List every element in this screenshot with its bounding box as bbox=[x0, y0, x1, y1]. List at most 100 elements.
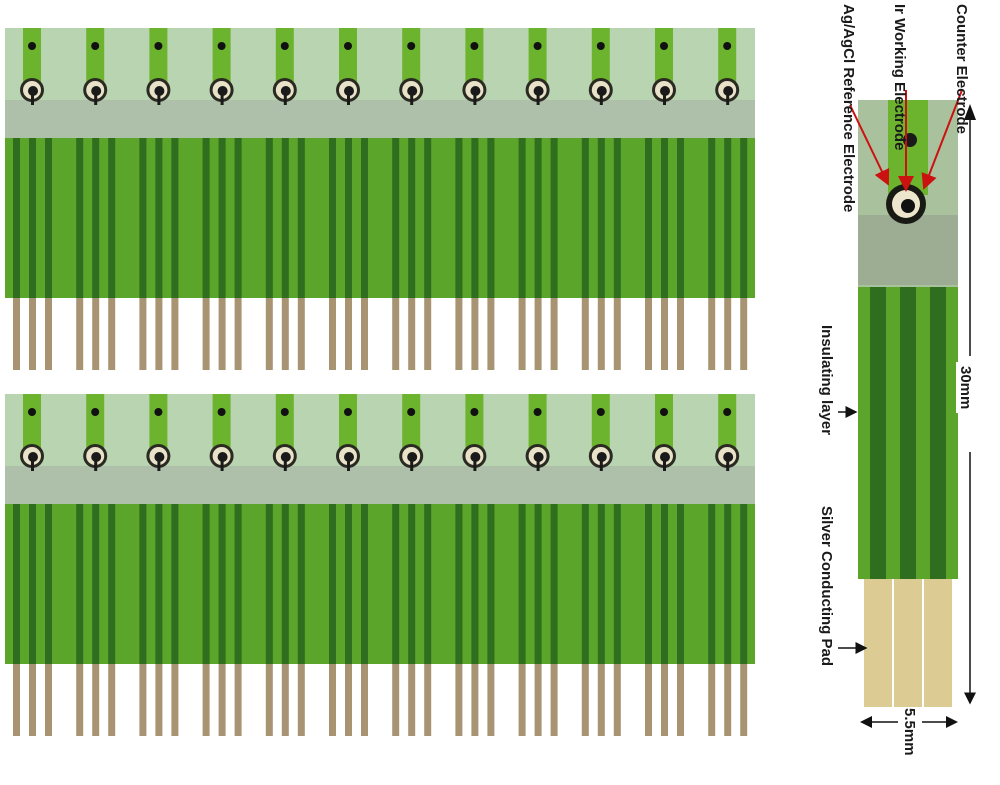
panel-0-via-9 bbox=[596, 42, 605, 50]
panel-0-lead-10 bbox=[663, 91, 666, 105]
panel-1-pad-2-1 bbox=[155, 664, 163, 736]
panel-1-via-8 bbox=[533, 408, 542, 416]
panel-1-insulating-layer bbox=[5, 504, 755, 664]
panel-0-insulating-layer bbox=[5, 138, 755, 298]
panel-0-lead-1 bbox=[94, 91, 98, 105]
panel-1-pad-8-0 bbox=[518, 664, 526, 736]
panel-1-lead-11 bbox=[726, 457, 730, 471]
panel-1-stripe-3-0 bbox=[202, 504, 210, 664]
panel-0-lead-2 bbox=[157, 91, 161, 105]
panel-0-pad-8-2 bbox=[550, 298, 558, 370]
panel-1-trace-0 bbox=[23, 394, 41, 454]
label-length-dimension: 30mm bbox=[956, 362, 974, 414]
panel-0-stripe-4-1 bbox=[281, 138, 289, 298]
panel-0-lead-9 bbox=[599, 91, 603, 105]
panel-1-stripe-2-2 bbox=[171, 504, 179, 664]
panel-0-pad-5-1 bbox=[345, 298, 352, 370]
panel-0-pad-0-0 bbox=[13, 298, 20, 370]
panel-0-lead-3 bbox=[220, 91, 224, 105]
panel-1-pad-7-0 bbox=[455, 664, 463, 736]
panel-0-trace-3 bbox=[212, 28, 231, 88]
panel-1-lead-10 bbox=[663, 457, 666, 471]
panel-0-stripe-11-1 bbox=[724, 138, 732, 298]
panel-0-trace-10 bbox=[655, 28, 673, 88]
panel-0-pad-9-2 bbox=[613, 298, 621, 370]
panel-1-pad-4-2 bbox=[297, 664, 305, 736]
zoom-pad-0 bbox=[864, 579, 892, 707]
panel-1-pad-2-0 bbox=[139, 664, 147, 736]
panel-1-pad-4-1 bbox=[281, 664, 289, 736]
panel-0-pad-5-2 bbox=[361, 298, 368, 370]
panel-1-stripe-4-1 bbox=[281, 504, 289, 664]
zoom-stripe-2 bbox=[930, 287, 946, 579]
panel-1-stripe-6-2 bbox=[424, 504, 432, 664]
panel-0-trace-8 bbox=[528, 28, 547, 88]
panel-1-via-4 bbox=[280, 408, 289, 416]
panel-1-pad-4-0 bbox=[265, 664, 273, 736]
panel-1-stripe-9-2 bbox=[613, 504, 621, 664]
panel-0-pad-3-0 bbox=[202, 298, 210, 370]
label-width-dimension: 5.5mm bbox=[900, 708, 918, 756]
panel-1-via-9 bbox=[596, 408, 605, 416]
panel-0-pad-11-2 bbox=[740, 298, 748, 370]
panel-1-pad-5-0 bbox=[329, 664, 336, 736]
panel-1-stripe-5-0 bbox=[329, 504, 336, 664]
panel-1-trace-10 bbox=[655, 394, 673, 454]
panel-0-via-8 bbox=[533, 42, 542, 50]
panel-1-stripe-0-2 bbox=[45, 504, 52, 664]
panel-0-stripe-6-1 bbox=[408, 138, 416, 298]
panel-1-pad-0-2 bbox=[45, 664, 52, 736]
panel-0-trace-11 bbox=[718, 28, 737, 88]
panel-0-stripe-8-1 bbox=[534, 138, 542, 298]
panel-0-stripe-4-2 bbox=[297, 138, 305, 298]
panel-0-via-11 bbox=[723, 42, 732, 50]
panel-0-lead-4 bbox=[283, 91, 287, 105]
panel-0-lead-8 bbox=[536, 91, 540, 105]
panel-0-pad-9-0 bbox=[581, 298, 589, 370]
panel-0-stripe-11-0 bbox=[708, 138, 716, 298]
panel-1-pad-2-2 bbox=[171, 664, 179, 736]
panel-0-stripe-5-2 bbox=[361, 138, 368, 298]
panel-1-stripe-0-0 bbox=[13, 504, 20, 664]
panel-0-stripe-3-1 bbox=[218, 138, 226, 298]
panel-1-stripe-4-2 bbox=[297, 504, 305, 664]
panel-1-lead-5 bbox=[347, 457, 350, 471]
panel-1-stripe-11-0 bbox=[708, 504, 716, 664]
panel-0-pad-8-1 bbox=[534, 298, 542, 370]
panel-1-lead-0 bbox=[31, 457, 34, 471]
panel-1-via-6 bbox=[407, 408, 416, 416]
panel-1-pad-8-2 bbox=[550, 664, 558, 736]
panel-1-pad-11-0 bbox=[708, 664, 716, 736]
panel-1-pad-1-1 bbox=[92, 664, 100, 736]
panel-1-trace-7 bbox=[465, 394, 484, 454]
panel-1-stripe-3-2 bbox=[234, 504, 242, 664]
panel-1-stripe-7-1 bbox=[471, 504, 479, 664]
panel-1-lead-7 bbox=[473, 457, 477, 471]
panel-1-pad-6-1 bbox=[408, 664, 416, 736]
panel-0-stripe-6-2 bbox=[424, 138, 432, 298]
panel-1-via-3 bbox=[217, 408, 226, 416]
panel-1-pad-7-2 bbox=[487, 664, 495, 736]
panel-0-pad-3-1 bbox=[218, 298, 226, 370]
panel-1-lead-9 bbox=[599, 457, 603, 471]
panel-0-pad-7-0 bbox=[455, 298, 463, 370]
arrow-reference bbox=[849, 104, 890, 186]
panel-0-via-6 bbox=[407, 42, 416, 50]
panel-0-stripe-0-1 bbox=[29, 138, 36, 298]
panel-0-via-10 bbox=[660, 42, 668, 50]
panel-1-pad-11-1 bbox=[724, 664, 732, 736]
panel-0-lead-7 bbox=[473, 91, 477, 105]
panel-1-pad-5-1 bbox=[345, 664, 352, 736]
panel-0-trace-7 bbox=[465, 28, 484, 88]
panel-0-via-2 bbox=[154, 42, 163, 50]
panel-0-pad-8-0 bbox=[518, 298, 526, 370]
panel-0-stripe-1-0 bbox=[76, 138, 84, 298]
panel-0-trace-6 bbox=[402, 28, 421, 88]
panel-0-stripe-0-2 bbox=[45, 138, 52, 298]
panel-0-pad-6-0 bbox=[392, 298, 400, 370]
panel-0-pad-5-0 bbox=[329, 298, 336, 370]
panel-0-stripe-6-0 bbox=[392, 138, 400, 298]
panel-1-lead-6 bbox=[410, 457, 414, 471]
panel-1-pad-6-0 bbox=[392, 664, 400, 736]
